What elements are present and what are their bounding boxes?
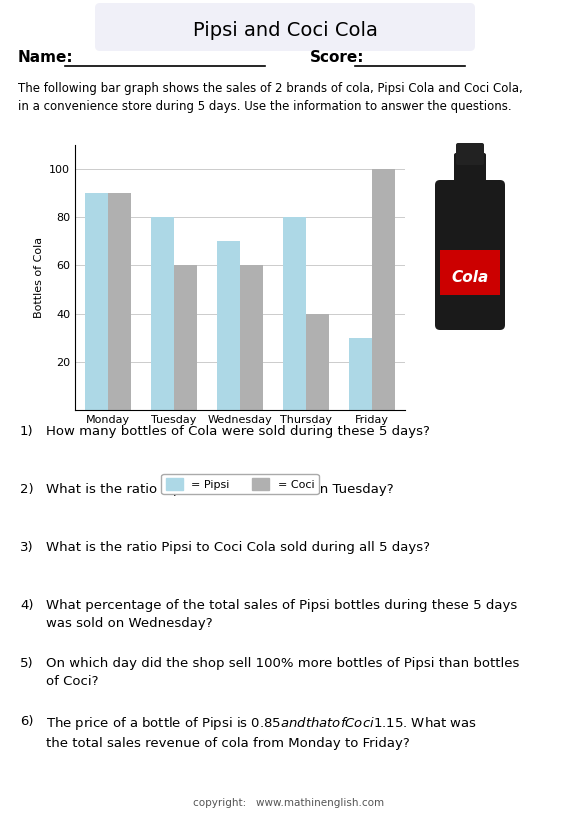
Bar bbox=[349, 338, 372, 410]
Bar bbox=[85, 193, 108, 410]
FancyBboxPatch shape bbox=[440, 250, 500, 295]
Text: 6): 6) bbox=[20, 715, 34, 728]
Bar bbox=[372, 169, 395, 410]
Text: Name:: Name: bbox=[18, 50, 73, 65]
Bar bbox=[306, 313, 329, 410]
Legend: = Pipsi, = Coci: = Pipsi, = Coci bbox=[161, 474, 318, 494]
Text: What is the ratio Pipsi to Coci Cola sold during all 5 days?: What is the ratio Pipsi to Coci Cola sol… bbox=[46, 541, 430, 554]
Text: Score:: Score: bbox=[310, 50, 365, 65]
Text: The price of a bottle of Pipsi is $0.85 and that of Coci $1.15. What was
the tot: The price of a bottle of Pipsi is $0.85 … bbox=[46, 715, 477, 750]
FancyBboxPatch shape bbox=[95, 3, 475, 51]
Bar bbox=[240, 266, 263, 410]
Text: What percentage of the total sales of Pipsi bottles during these 5 days
was sold: What percentage of the total sales of Pi… bbox=[46, 599, 517, 630]
Bar bbox=[217, 241, 240, 410]
Text: 2): 2) bbox=[20, 483, 34, 496]
Y-axis label: Bottles of Cola: Bottles of Cola bbox=[34, 237, 43, 318]
Bar bbox=[151, 218, 174, 410]
Bar bbox=[283, 218, 306, 410]
FancyBboxPatch shape bbox=[435, 180, 505, 330]
Bar bbox=[174, 266, 197, 410]
Text: 4): 4) bbox=[20, 599, 34, 612]
Text: What is the ratio Pipsi to Coci Cola sold on Tuesday?: What is the ratio Pipsi to Coci Cola sol… bbox=[46, 483, 394, 496]
Text: 3): 3) bbox=[20, 541, 34, 554]
Text: The following bar graph shows the sales of 2 brands of cola, Pipsi Cola and Coci: The following bar graph shows the sales … bbox=[18, 82, 523, 113]
Text: Pipsi and Coci Cola: Pipsi and Coci Cola bbox=[192, 20, 377, 39]
FancyBboxPatch shape bbox=[456, 143, 484, 165]
Text: 1): 1) bbox=[20, 425, 34, 438]
Text: Cola: Cola bbox=[451, 271, 488, 285]
Text: How many bottles of Cola were sold during these 5 days?: How many bottles of Cola were sold durin… bbox=[46, 425, 430, 438]
Text: On which day did the shop sell 100% more bottles of Pipsi than bottles
of Coci?: On which day did the shop sell 100% more… bbox=[46, 657, 520, 688]
Bar bbox=[108, 193, 131, 410]
Text: 5): 5) bbox=[20, 657, 34, 670]
Text: copyright:   www.mathinenglish.com: copyright: www.mathinenglish.com bbox=[194, 798, 384, 808]
FancyBboxPatch shape bbox=[454, 153, 486, 202]
